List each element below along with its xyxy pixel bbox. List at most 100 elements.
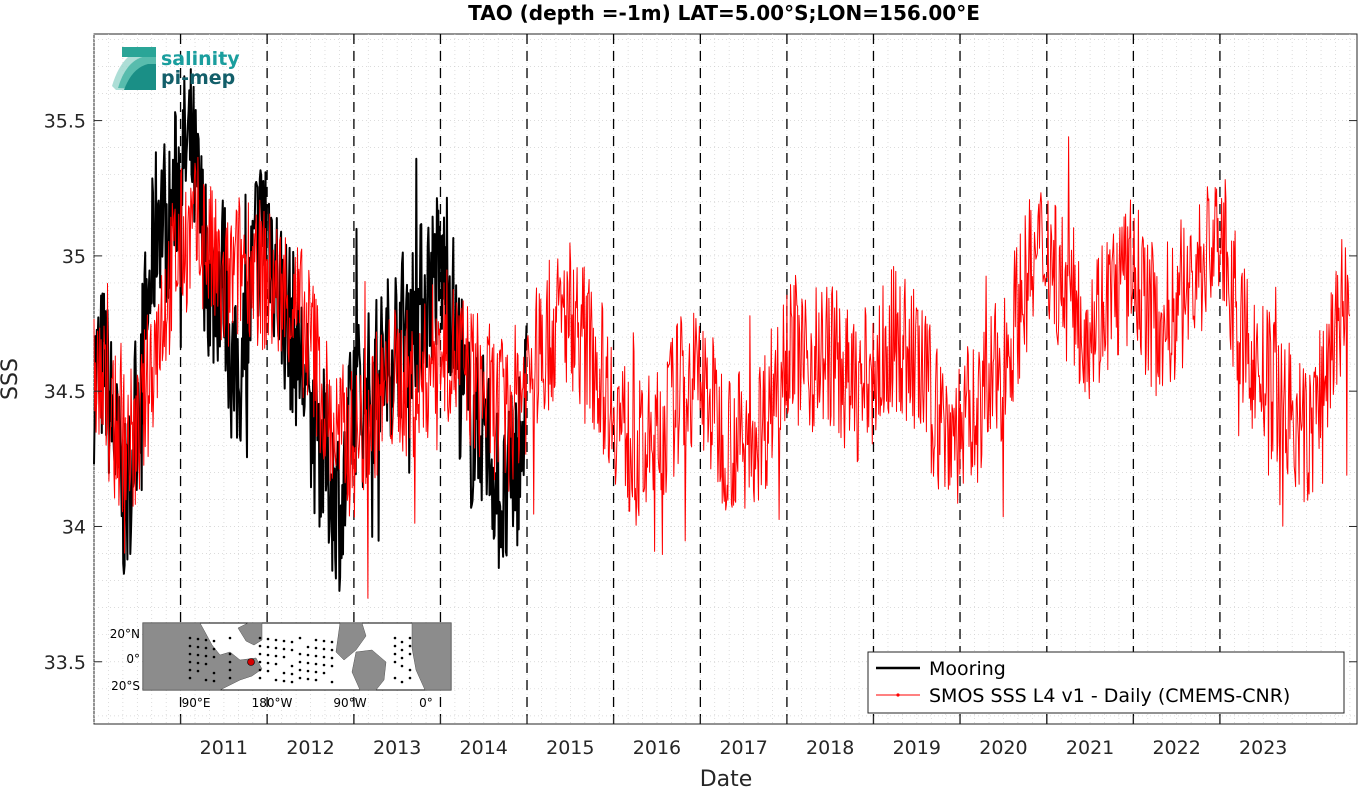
buoy-marker: [188, 668, 192, 672]
series-lines: [93, 68, 1351, 599]
buoy-marker: [204, 646, 208, 650]
map-lat-label-20s: 20°S: [111, 679, 140, 693]
buoy-marker: [408, 676, 412, 680]
buoy-marker: [274, 662, 278, 666]
y-axis-ticks: 33.5 34 34.5 35 35.5: [44, 111, 1357, 674]
buoy-marker: [330, 640, 334, 644]
buoy-marker: [188, 644, 192, 648]
y-tick-label: 35: [62, 246, 86, 268]
map-lon-label-180w: 180°W: [252, 696, 293, 710]
buoy-markers: [188, 636, 412, 684]
buoy-marker: [188, 660, 192, 664]
buoy-marker: [298, 668, 302, 672]
buoy-marker: [266, 661, 270, 665]
buoy-marker: [408, 636, 412, 640]
buoy-marker: [188, 676, 192, 680]
buoy-marker: [306, 645, 310, 649]
buoy-marker: [330, 664, 334, 668]
buoy-marker: [196, 653, 200, 657]
buoy-marker: [228, 636, 232, 640]
buoy-marker: [228, 652, 232, 656]
inset-map: 20°N 0° 20°S 90°E 180°W 90°W 0°: [110, 622, 452, 710]
land-masses: [142, 622, 452, 691]
logo-text-pimep: pi-mep: [161, 67, 235, 89]
map-lat-label-eq: 0°: [126, 652, 140, 666]
buoy-marker: [290, 648, 294, 652]
buoy-marker: [400, 656, 404, 660]
buoy-marker: [322, 647, 326, 651]
buoy-marker: [314, 646, 318, 650]
buoy-marker: [274, 646, 278, 650]
buoy-marker: [400, 664, 404, 668]
buoy-marker: [306, 669, 310, 673]
x-axis-label: Date: [700, 767, 753, 790]
buoy-marker: [298, 652, 302, 656]
buoy-marker: [228, 660, 232, 664]
map-lon-label-90w: 90°W: [333, 696, 366, 710]
buoy-marker: [188, 652, 192, 656]
buoy-marker: [408, 652, 412, 656]
buoy-marker: [314, 638, 318, 642]
logo-text-salinity: salinity: [161, 48, 240, 70]
y-tick-label: 33.5: [44, 652, 86, 674]
buoy-marker: [196, 645, 200, 649]
buoy-marker: [258, 652, 262, 656]
buoy-marker: [274, 638, 278, 642]
y-axis-label: SSS: [0, 358, 23, 400]
mooring-location-marker: [247, 658, 255, 666]
buoy-marker: [408, 644, 412, 648]
buoy-marker: [228, 676, 232, 680]
buoy-marker: [306, 653, 310, 657]
legend-marker-smos: [896, 693, 900, 697]
buoy-marker: [212, 671, 216, 675]
buoy-marker: [274, 654, 278, 658]
buoy-marker: [212, 647, 216, 651]
salinity-pimep-logo: salinity pi-mep: [112, 47, 240, 90]
x-tick-label: 2018: [806, 737, 854, 759]
buoy-marker: [258, 676, 262, 680]
y-tick-label: 35.5: [44, 111, 86, 133]
buoy-marker: [212, 639, 216, 643]
buoy-marker: [408, 668, 412, 672]
buoy-marker: [258, 644, 262, 648]
x-axis-ticks: 2011 2012 2013 2014 2015 2016 2017 2018 2019 2020…: [180, 716, 1287, 759]
buoy-marker: [212, 655, 216, 659]
buoy-marker: [282, 647, 286, 651]
buoy-marker: [282, 655, 286, 659]
buoy-marker: [298, 676, 302, 680]
buoy-marker: [228, 668, 232, 672]
buoy-marker: [290, 640, 294, 644]
buoy-marker: [306, 677, 310, 681]
buoy-marker: [400, 640, 404, 644]
buoy-marker: [314, 678, 318, 682]
buoy-marker: [282, 679, 286, 683]
buoy-marker: [314, 662, 318, 666]
buoy-marker: [274, 678, 278, 682]
buoy-marker: [306, 661, 310, 665]
buoy-marker: [204, 662, 208, 666]
buoy-marker: [400, 648, 404, 652]
legend-label-smos: SMOS SSS L4 v1 - Daily (CMEMS-CNR): [929, 685, 1290, 707]
x-tick-label: 2021: [1066, 737, 1114, 759]
chart-title: TAO (depth =-1m) LAT=5.00°S;LON=156.00°E: [468, 1, 980, 25]
buoy-marker: [298, 660, 302, 664]
buoy-marker: [322, 671, 326, 675]
buoy-marker: [393, 636, 397, 640]
x-tick-label: 2022: [1152, 737, 1200, 759]
buoy-marker: [290, 672, 294, 676]
series-line-smos: [93, 136, 1351, 599]
buoy-marker: [314, 670, 318, 674]
buoy-marker: [290, 664, 294, 668]
buoy-marker: [204, 678, 208, 682]
buoy-marker: [266, 637, 270, 641]
x-tick-label: 2014: [460, 737, 508, 759]
buoy-marker: [400, 680, 404, 684]
buoy-marker: [393, 644, 397, 648]
x-tick-label: 2020: [979, 737, 1027, 759]
buoy-marker: [322, 655, 326, 659]
x-tick-label: 2016: [633, 737, 681, 759]
buoy-marker: [322, 663, 326, 667]
legend-label-mooring: Mooring: [929, 658, 1006, 680]
buoy-marker: [266, 653, 270, 657]
